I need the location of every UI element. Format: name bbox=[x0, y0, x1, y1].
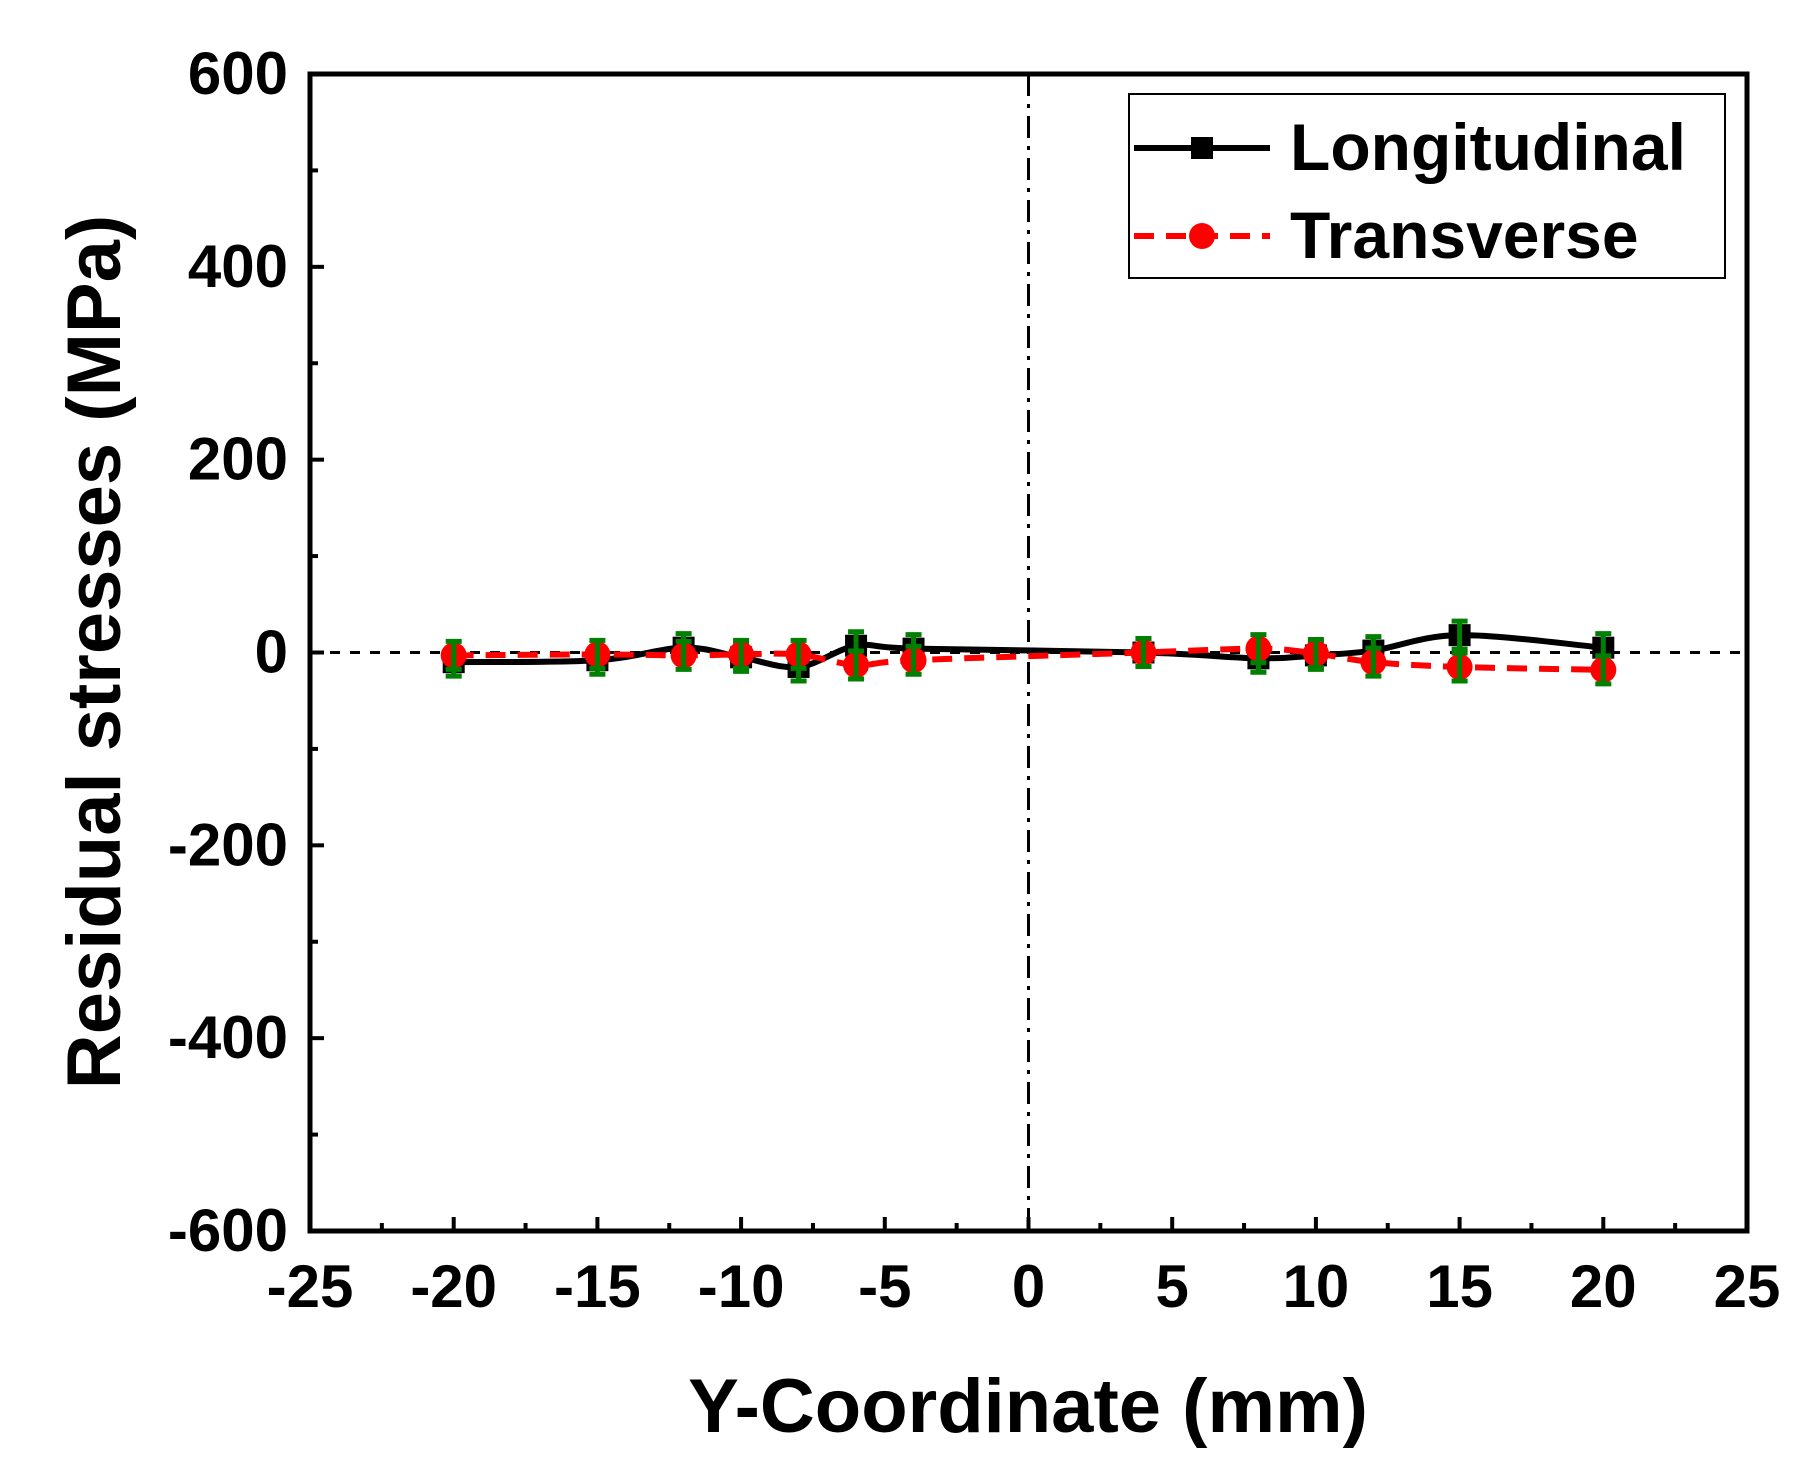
x-tick-label: -25 bbox=[267, 1253, 354, 1320]
x-tick-label: 5 bbox=[1156, 1253, 1189, 1320]
x-tick-label: 10 bbox=[1283, 1253, 1350, 1320]
y-tick-label: 400 bbox=[188, 233, 288, 300]
legend-marker-longitudinal bbox=[1191, 137, 1213, 159]
y-tick-label: -600 bbox=[168, 1197, 288, 1264]
x-axis: -25 -20 -15 -10 -5 0 5 10 15 20 25 bbox=[267, 1217, 1781, 1320]
legend-marker-transverse bbox=[1189, 223, 1215, 249]
legend-label-transverse: Transverse bbox=[1290, 198, 1639, 272]
plot-frame bbox=[307, 71, 1750, 1234]
y-axis: -600 -400 -200 0 200 400 600 bbox=[168, 40, 324, 1264]
x-tick-label: -20 bbox=[410, 1253, 497, 1320]
y-tick-label: 200 bbox=[188, 426, 288, 493]
x-tick-label: -5 bbox=[858, 1253, 911, 1320]
x-tick-label: 15 bbox=[1426, 1253, 1493, 1320]
series-transverse bbox=[440, 632, 1617, 687]
y-tick-label: 600 bbox=[188, 40, 288, 107]
x-tick-label: 0 bbox=[1012, 1253, 1045, 1320]
legend-box bbox=[1128, 93, 1726, 279]
y-tick-label: -400 bbox=[168, 1004, 288, 1071]
x-axis-title: Y-Coordinate (mm) bbox=[688, 1364, 1368, 1449]
y-tick-label: 0 bbox=[255, 619, 288, 686]
series-layer bbox=[440, 618, 1617, 687]
x-tick-label: 20 bbox=[1570, 1253, 1637, 1320]
x-tick-label: 25 bbox=[1714, 1253, 1781, 1320]
legend: Longitudinal Transverse bbox=[1128, 93, 1726, 279]
x-tick-label: -15 bbox=[554, 1253, 641, 1320]
x-tick-label: -10 bbox=[698, 1253, 785, 1320]
legend-label-longitudinal: Longitudinal bbox=[1290, 110, 1686, 184]
y-tick-label: -200 bbox=[168, 811, 288, 878]
y-axis-title: Residual stresses (MPa) bbox=[52, 215, 137, 1089]
